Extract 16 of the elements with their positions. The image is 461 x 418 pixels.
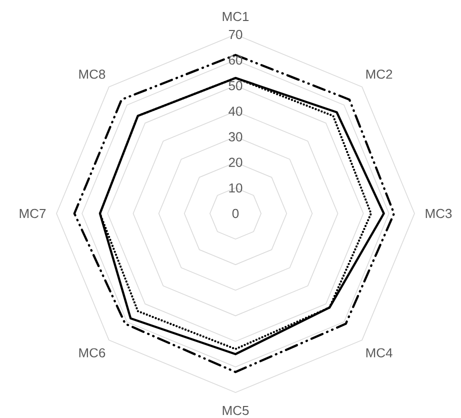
y-tick-label: 40 <box>228 106 242 116</box>
y-tick-label: 60 <box>228 55 242 65</box>
spoke-label: MC5 <box>222 406 249 416</box>
y-tick-label: 30 <box>228 132 242 142</box>
y-tick-label: 10 <box>229 183 242 193</box>
y-tick-label: 50 <box>228 81 242 90</box>
spoke-label: MC4 <box>366 348 392 358</box>
spoke-label: MC2 <box>366 70 392 79</box>
y-tick-label: 20 <box>228 158 242 167</box>
y-tick-label: 0 <box>232 208 239 218</box>
spoke-label: MC8 <box>79 70 106 79</box>
y-tick-label: 70 <box>228 30 242 40</box>
spoke-label: MC3 <box>426 208 452 218</box>
spoke-label: MC7 <box>20 208 46 218</box>
spoke-label: MC1 <box>222 12 249 22</box>
spoke-label: MC6 <box>79 348 106 358</box>
